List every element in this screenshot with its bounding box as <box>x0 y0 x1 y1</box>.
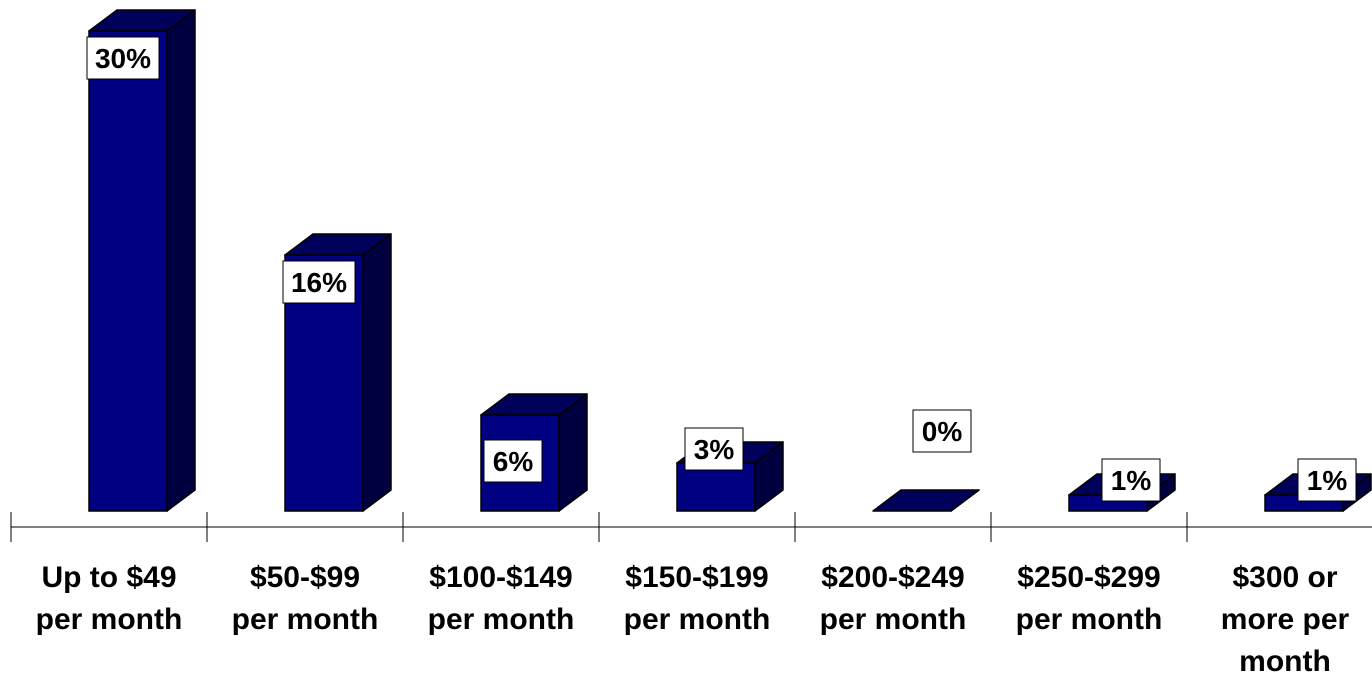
data-label-text: 3% <box>694 434 735 465</box>
x-tick-label-line: $250-$299 <box>1017 561 1160 594</box>
x-tick-label-line: $300 or <box>1232 561 1337 594</box>
data-label-box <box>912 409 972 453</box>
x-tick-label-line: $150-$199 <box>625 561 768 594</box>
x-tick-label: $100-$149 per month <box>428 561 575 636</box>
data-label-box <box>282 260 356 304</box>
data-label-box <box>1297 458 1357 502</box>
x-tick-label-line: $200-$249 <box>821 561 964 594</box>
data-label-text: 1% <box>1111 465 1152 496</box>
data-label: 0% <box>912 409 972 453</box>
x-tick-label: $150-$199 per month <box>624 561 771 636</box>
data-label-box <box>86 36 160 80</box>
x-tick-label-line: more per <box>1221 603 1350 636</box>
data-label-text: 0% <box>922 416 963 447</box>
x-tick-label: $250-$299 per month <box>1016 561 1163 636</box>
data-label: 16% <box>282 260 356 304</box>
x-tick-label-line: per month <box>624 603 771 636</box>
x-tick-label: $50-$99 per month <box>232 561 379 636</box>
bar-top <box>872 489 980 512</box>
data-label-text: 16% <box>291 267 347 298</box>
data-label: 6% <box>483 439 543 483</box>
bar-1 <box>88 9 196 512</box>
data-label-box <box>684 427 744 471</box>
data-label: 1% <box>1101 458 1161 502</box>
data-label-text: 1% <box>1307 465 1348 496</box>
bar-5 <box>872 489 980 512</box>
x-tick-label-line: Up to $49 <box>41 561 176 594</box>
data-label-text: 6% <box>493 446 534 477</box>
x-tick-label-line: $50-$99 <box>250 561 360 594</box>
x-tick-label: Up to $49 per month <box>36 561 183 636</box>
x-tick-label-line: $100-$149 <box>429 561 572 594</box>
bar-front <box>88 30 168 512</box>
x-tick-label-line: month <box>1239 645 1331 678</box>
data-label: 3% <box>684 427 744 471</box>
x-tick-label-line: per month <box>428 603 575 636</box>
x-tick-label-line: per month <box>1016 603 1163 636</box>
data-label-text: 30% <box>95 43 151 74</box>
x-tick-label: $300 or more per month <box>1221 561 1350 678</box>
data-label: 30% <box>86 36 160 80</box>
data-label-box <box>1101 458 1161 502</box>
data-label: 1% <box>1297 458 1357 502</box>
data-label-box <box>483 439 543 483</box>
bar-side <box>166 9 196 512</box>
x-tick-label: $200-$249 per month <box>820 561 967 636</box>
bar-side <box>362 233 392 512</box>
x-tick-label-line: per month <box>820 603 967 636</box>
x-tick-label-line: per month <box>36 603 183 636</box>
x-tick-label-line: per month <box>232 603 379 636</box>
